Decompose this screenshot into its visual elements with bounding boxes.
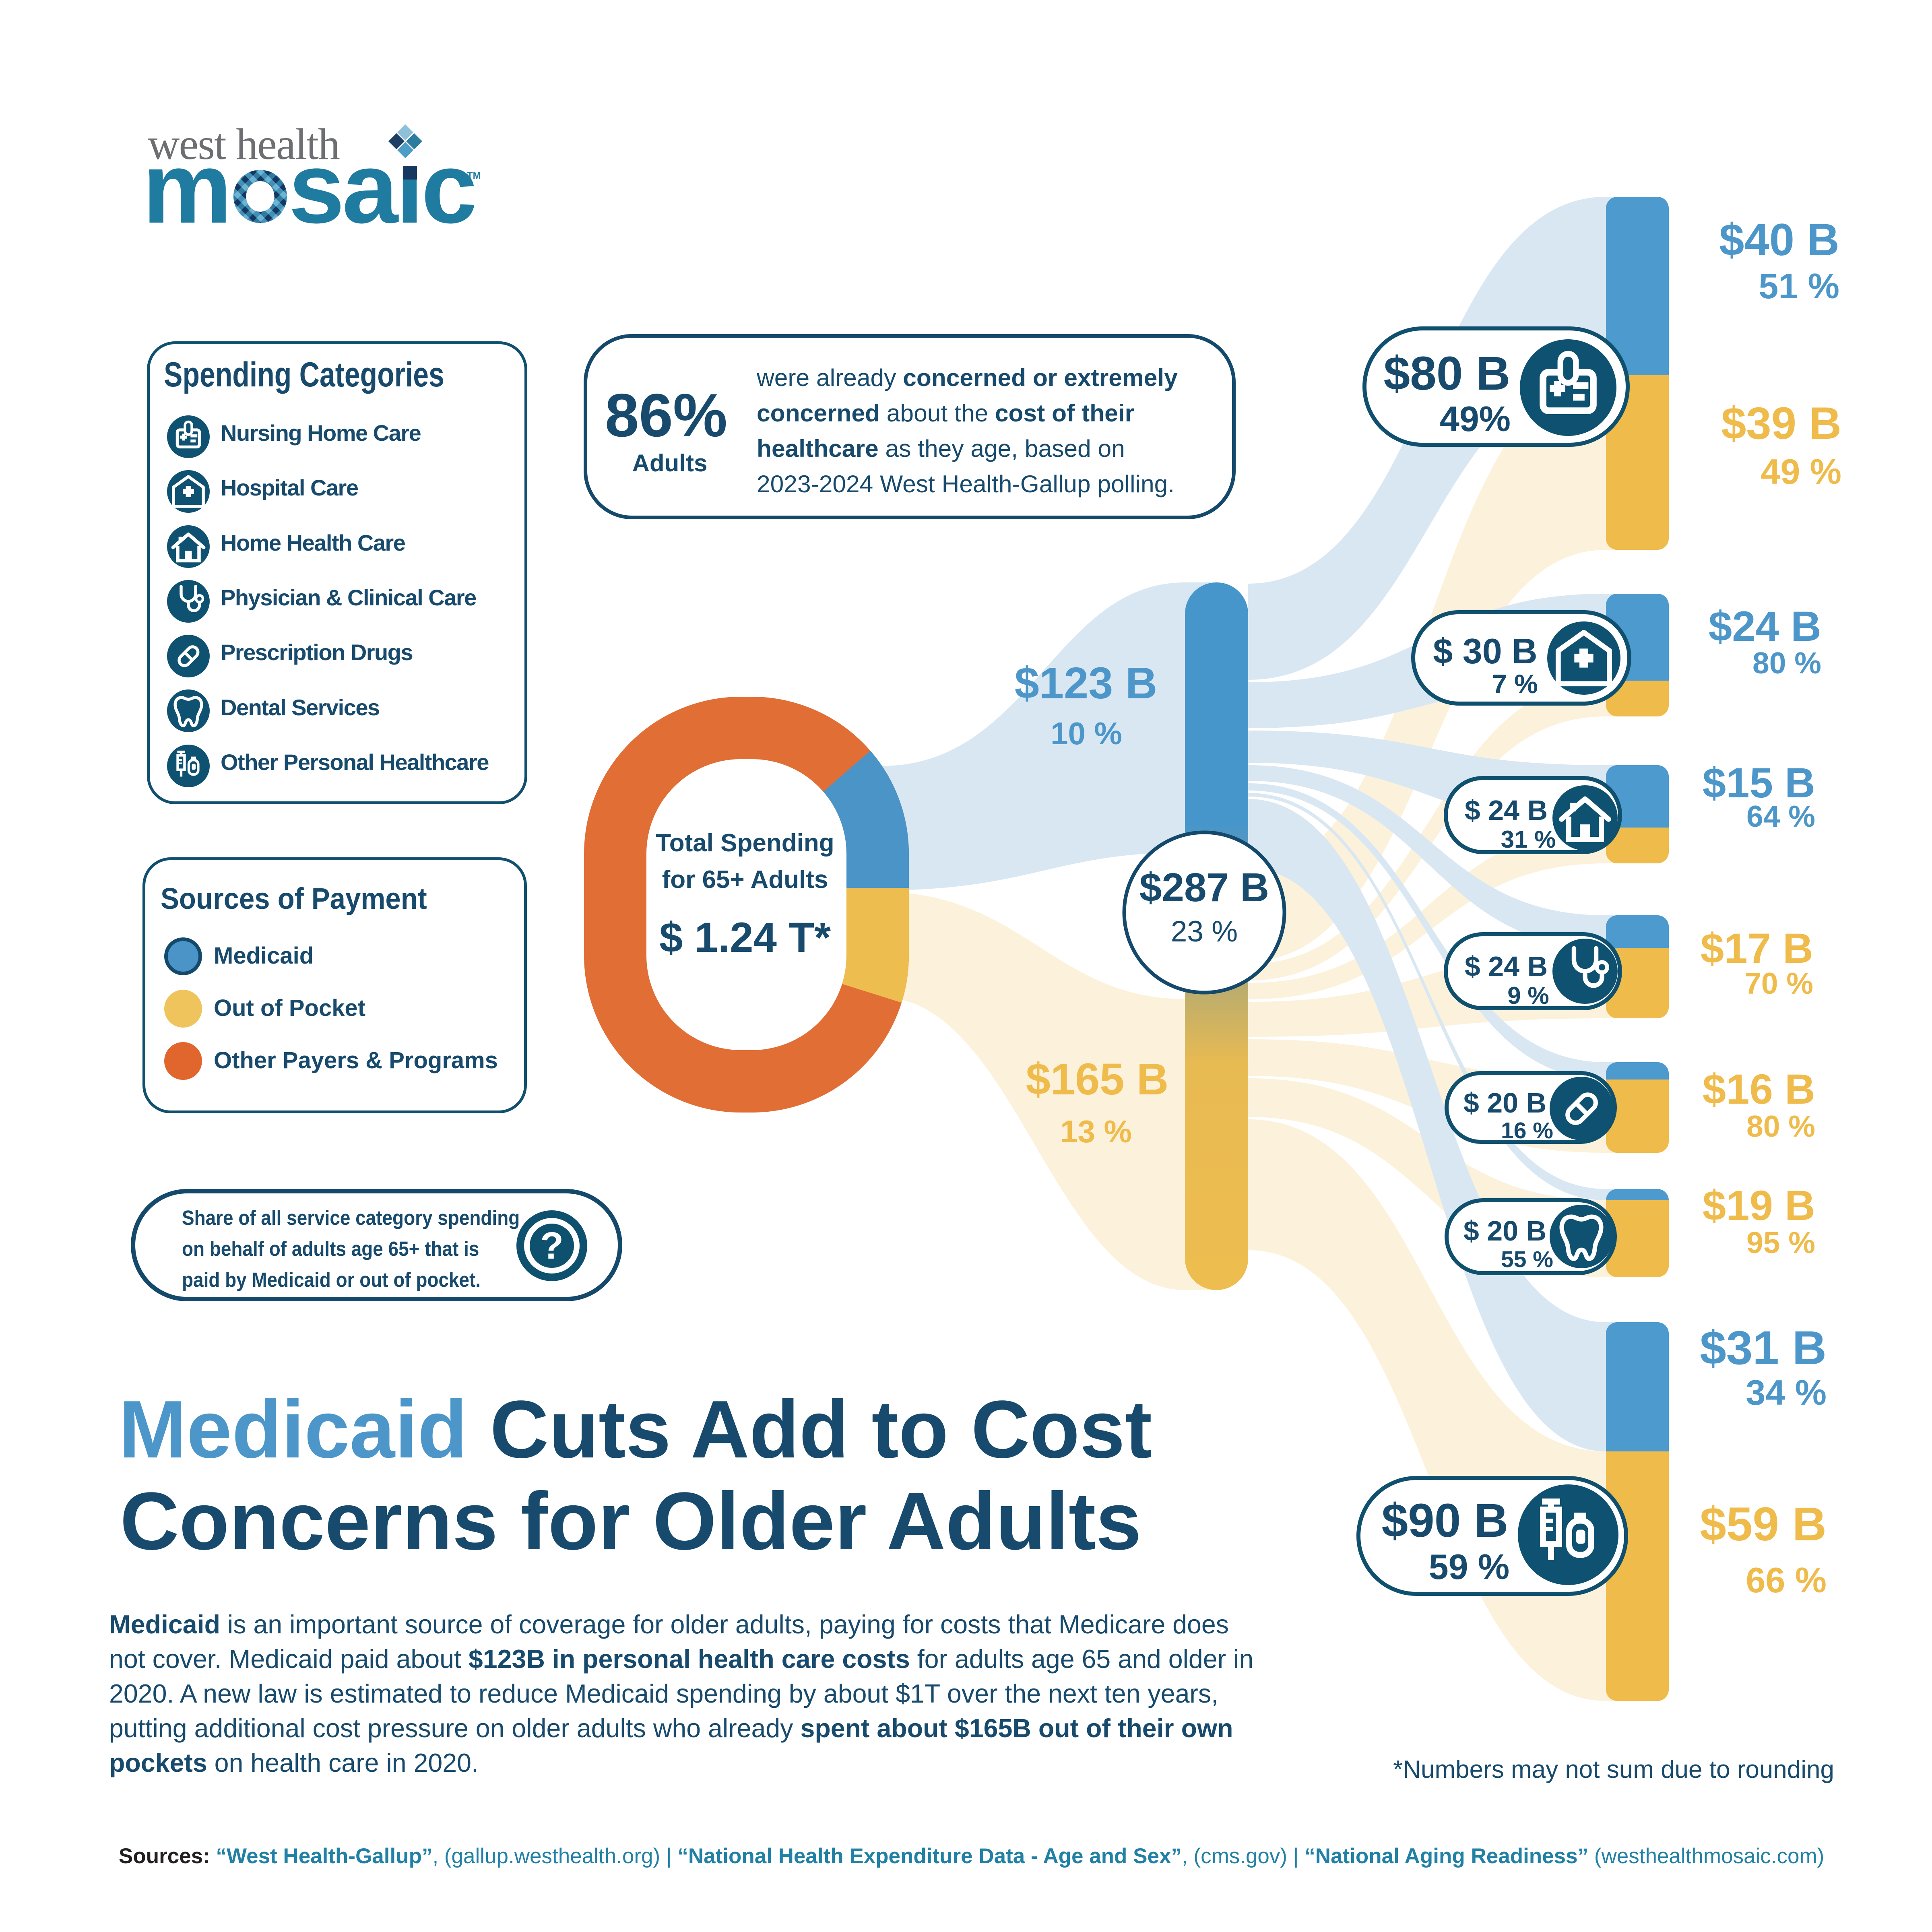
svg-text:?: ? — [540, 1224, 564, 1267]
